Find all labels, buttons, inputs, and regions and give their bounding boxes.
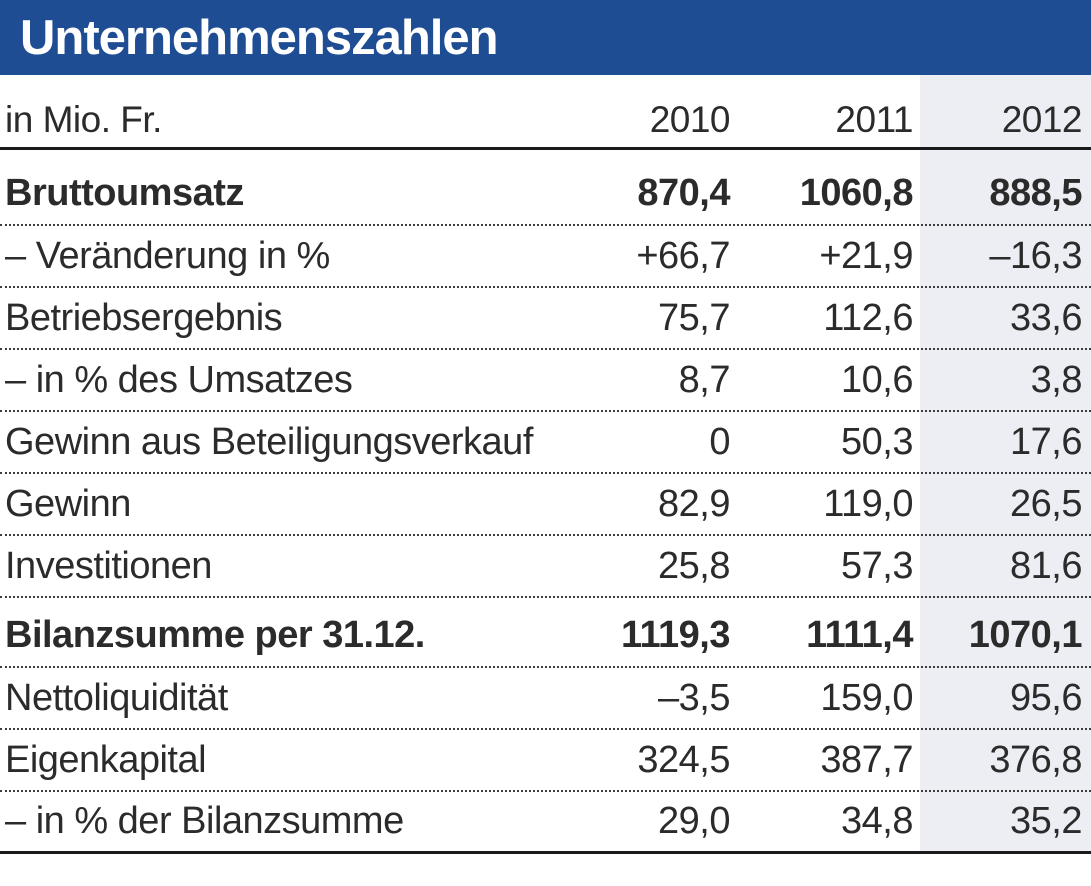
- cell-2011: +21,9: [819, 234, 913, 277]
- cell-2011: 387,7: [820, 738, 913, 781]
- cell-2011: 34,8: [841, 800, 913, 842]
- table-row: Gewinn 82,9 119,0 26,5: [0, 474, 1091, 536]
- cell-2010: +66,7: [636, 234, 730, 277]
- cell-2010: 870,4: [637, 172, 730, 214]
- row-label: – Veränderung in %: [5, 234, 330, 277]
- cell-2012: 26,5: [1010, 482, 1082, 525]
- table-row: – in % der Bilanzsumme 29,0 34,8 35,2: [0, 792, 1091, 851]
- row-label: Gewinn: [5, 482, 131, 525]
- table-row: Investitionen 25,8 57,3 81,6: [0, 536, 1091, 598]
- cell-2010: 8,7: [678, 358, 731, 401]
- cell-2011: 159,0: [820, 676, 913, 719]
- cell-2012: 95,6: [1010, 676, 1082, 719]
- column-header-2010: 2010: [649, 99, 731, 140]
- figures-table: in Mio. Fr. 2010 2011 2012 Bruttoumsatz …: [0, 75, 1091, 854]
- table-body: Bruttoumsatz 870,4 1060,8 888,5 – Veränd…: [0, 150, 1091, 851]
- title-bar: Unternehmenszahlen: [0, 0, 1091, 75]
- cell-2012: 17,6: [1010, 420, 1082, 463]
- page-title: Unternehmenszahlen: [20, 10, 499, 65]
- row-label: – in % des Umsatzes: [5, 358, 353, 401]
- column-header-2012: 2012: [1001, 99, 1083, 140]
- row-label: Betriebsergebnis: [5, 296, 283, 339]
- row-label: Gewinn aus Beteiligungsverkauf: [5, 420, 533, 463]
- cell-2011: 50,3: [841, 420, 913, 463]
- cell-2011: 10,6: [841, 358, 913, 401]
- row-label: – in % der Bilanzsumme: [5, 800, 404, 842]
- cell-2012: 35,2: [1010, 800, 1082, 842]
- row-label: Investitionen: [5, 544, 212, 587]
- unit-label: in Mio. Fr.: [5, 99, 162, 140]
- cell-2010: 82,9: [658, 482, 730, 525]
- cell-2012: –16,3: [989, 234, 1082, 277]
- row-label: Eigenkapital: [5, 738, 207, 781]
- table-row: Bilanzsumme per 31.12. 1119,3 1111,4 107…: [0, 598, 1091, 668]
- cell-2010: –3,5: [658, 676, 730, 719]
- cell-2010: 29,0: [658, 800, 730, 842]
- table-row: Bruttoumsatz 870,4 1060,8 888,5: [0, 150, 1091, 226]
- cell-2010: 75,7: [658, 296, 730, 339]
- cell-2010: 0: [709, 420, 730, 463]
- cell-2010: 25,8: [658, 544, 730, 587]
- table-row: – Veränderung in % +66,7 +21,9 –16,3: [0, 226, 1091, 288]
- cell-2011: 1060,8: [799, 172, 914, 214]
- cell-2012: 33,6: [1010, 296, 1082, 339]
- cell-2012: 3,8: [1030, 358, 1083, 401]
- cell-2012: 1070,1: [968, 614, 1083, 656]
- cell-2012: 376,8: [989, 738, 1082, 781]
- cell-2012: 888,5: [989, 172, 1082, 214]
- cell-2010: 1119,3: [620, 614, 731, 656]
- table-row: Betriebsergebnis 75,7 112,6 33,6: [0, 288, 1091, 350]
- table-header-row: in Mio. Fr. 2010 2011 2012: [0, 75, 1091, 150]
- cell-2011: 119,0: [823, 482, 913, 525]
- column-header-2011: 2011: [835, 99, 913, 140]
- table-row: Gewinn aus Beteiligungsverkauf 0 50,3 17…: [0, 412, 1091, 474]
- cell-2012: 81,6: [1010, 544, 1082, 587]
- row-label: Bilanzsumme per 31.12.: [5, 614, 425, 656]
- row-label: Nettoliquidität: [5, 676, 228, 719]
- cell-2011: 112,6: [823, 296, 913, 339]
- row-label: Bruttoumsatz: [5, 172, 244, 214]
- highlight-column-2012: [920, 75, 1091, 851]
- table-row: Nettoliquidität –3,5 159,0 95,6: [0, 668, 1091, 730]
- cell-2011: 57,3: [841, 544, 913, 587]
- table-row: Eigenkapital 324,5 387,7 376,8: [0, 730, 1091, 792]
- cell-2010: 324,5: [637, 738, 730, 781]
- table-row: – in % des Umsatzes 8,7 10,6 3,8: [0, 350, 1091, 412]
- cell-2011: 1111,4: [806, 614, 913, 656]
